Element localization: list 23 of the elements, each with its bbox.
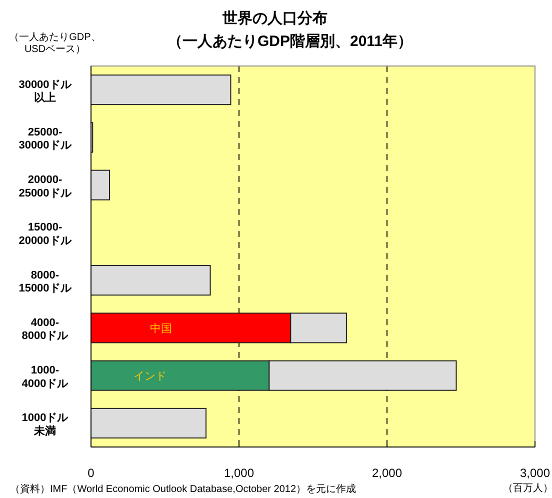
annotation: （資料）IMF（World Economic Outlook Database,October 2012）を元に作成 bbox=[10, 484, 356, 495]
bar bbox=[90, 265, 211, 296]
title: 世界の人口分布 bbox=[222, 10, 328, 27]
bar bbox=[90, 408, 206, 438]
ytick: 1000ドル未満 bbox=[22, 412, 68, 438]
ytick: 8000- 15000ドル bbox=[18, 269, 72, 295]
series-label: 中国 bbox=[150, 322, 172, 335]
xtick: 1,000 bbox=[224, 466, 254, 480]
xlabel: （百万人） bbox=[503, 483, 552, 494]
bar bbox=[90, 170, 110, 200]
ylabel: （一人あたりGDP、 USDベース） bbox=[9, 32, 101, 55]
xtick: 2,000 bbox=[372, 466, 402, 480]
ytick: 15000- 20000ドル bbox=[18, 222, 72, 247]
ytick: 25000- 30000ドル bbox=[18, 126, 72, 152]
xtick: 0 bbox=[88, 466, 94, 480]
ytick: 30000ドル以上 bbox=[18, 78, 72, 104]
ytick: 1000- 4000ドル bbox=[22, 364, 68, 390]
ytick: 4000- 8000ドル bbox=[22, 316, 68, 342]
xtick: 3,000 bbox=[520, 466, 550, 480]
subtitle: （一人あたりGDP階層別、2011年） bbox=[167, 33, 413, 50]
bar bbox=[90, 74, 232, 106]
ytick: 20000- 25000ドル bbox=[18, 174, 72, 200]
series-label: インド bbox=[134, 370, 167, 383]
